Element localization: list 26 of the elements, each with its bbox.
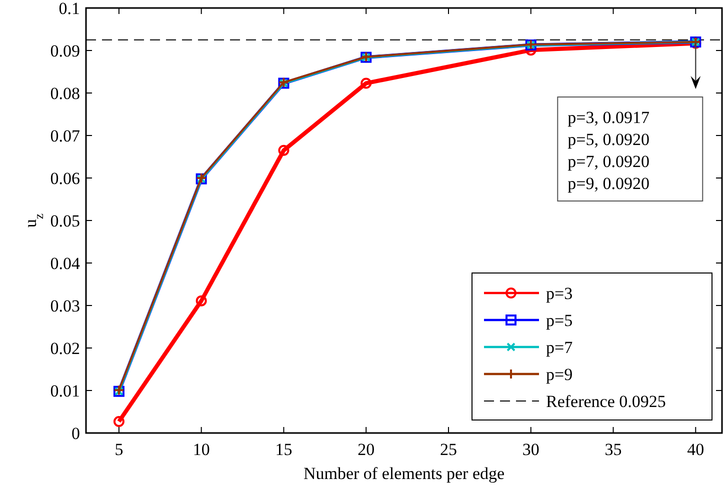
legend-label: p=3 <box>546 284 573 303</box>
legend-label: p=9 <box>546 365 573 384</box>
x-tick-label: 10 <box>192 440 210 459</box>
annotation: p=3, 0.0917 p=5, 0.0920 p=7, 0.0920 p=9, 0.0920 <box>568 108 650 193</box>
x-tick-label: 40 <box>687 440 704 459</box>
x-tick-label: 35 <box>604 440 622 459</box>
y-tick-label: 0.02 <box>50 339 80 358</box>
y-tick-label: 0.04 <box>50 254 80 273</box>
x-axis-title: Number of elements per edge <box>303 464 505 483</box>
y-tick-label: 0.03 <box>50 296 80 316</box>
y-tick-label: 0.09 <box>50 42 80 60</box>
legend-label: p=5 <box>546 311 573 330</box>
x-tick-label: 5 <box>114 440 124 459</box>
x-tick-label: 15 <box>275 440 292 459</box>
y-tick-label: 0.08 <box>50 84 80 103</box>
legend-label: p=7 <box>546 338 574 357</box>
y-tick-label: 0.06 <box>50 169 80 188</box>
x-tick-label: 20 <box>358 440 375 459</box>
y-tick-label: 0 <box>72 424 80 443</box>
x-tick-label: 25 <box>440 440 457 459</box>
y-tick-label: 0.05 <box>50 212 80 230</box>
legend-label: Reference 0.0925 <box>546 392 666 411</box>
x-tick-label: 30 <box>522 440 540 459</box>
y-tick-label: 0.01 <box>50 382 80 400</box>
y-tick-label: 0.1 <box>58 0 80 18</box>
y-tick-label: 0.07 <box>50 126 80 146</box>
